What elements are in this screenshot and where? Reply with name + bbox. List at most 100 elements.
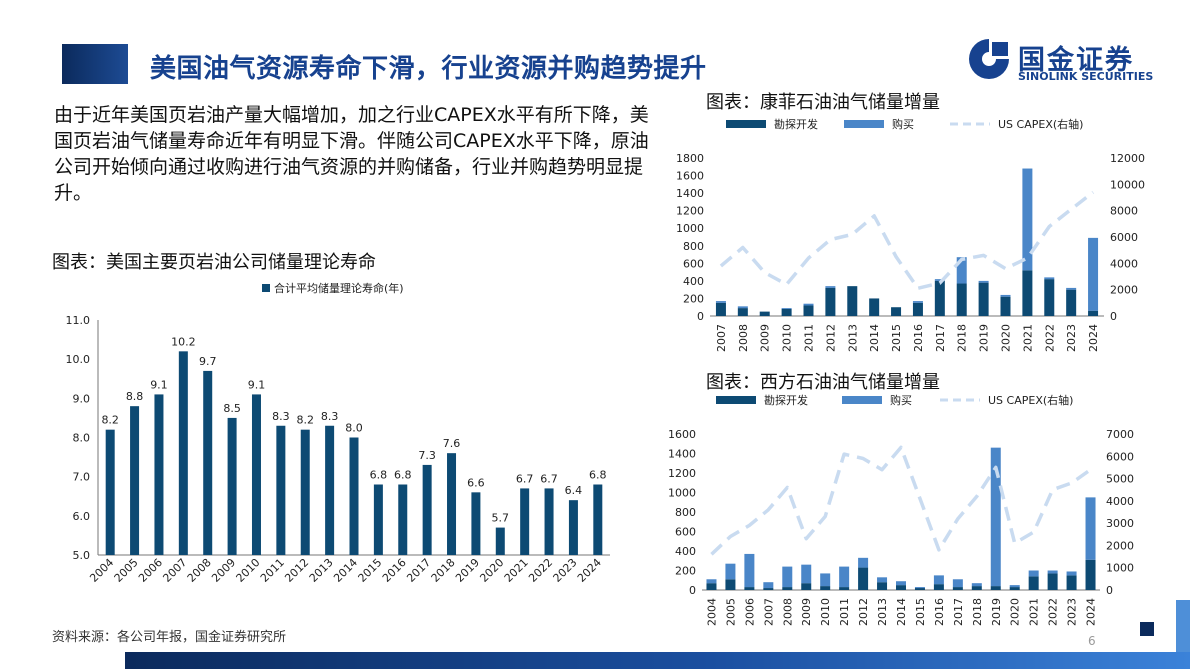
bar-purchase	[858, 557, 869, 568]
side-accent-bar	[1176, 600, 1190, 652]
chart-title-occidental: 图表：西方石油油气储量增量	[706, 372, 940, 393]
legend-label-capex: US CAPEX(右轴)	[998, 117, 1083, 131]
bar-purchase	[715, 301, 726, 303]
bar-exploration	[847, 286, 858, 316]
bar-exploration	[1022, 270, 1033, 316]
bar-exploration	[737, 308, 748, 316]
bar-purchase	[737, 306, 748, 309]
bar-exploration	[869, 298, 880, 316]
x-tick-label: 2023	[1065, 324, 1078, 352]
y2-tick-label: 3000	[1106, 517, 1134, 530]
occidental-reserve-chart: 勘探开发 购买 US CAPEX(右轴) 0 200 400 600 800 1000 1200 1…	[668, 393, 1134, 626]
y-tick-label: 1400	[668, 448, 696, 461]
y-tick-label: 1400	[676, 187, 704, 200]
legend-swatch-purchase	[844, 120, 884, 128]
x-tick-label: 2011	[838, 598, 851, 626]
y-tick-label: 10.0	[66, 353, 91, 366]
legend-swatch-reserve-life	[262, 284, 270, 292]
bar-purchase	[1066, 571, 1077, 576]
bar-exploration	[896, 585, 906, 590]
bar-reserve-life	[373, 484, 383, 555]
bar-exploration	[933, 584, 944, 590]
bar-reserve-life	[325, 425, 335, 555]
bar-exploration	[715, 302, 726, 316]
data-label: 8.5	[223, 402, 241, 415]
conocophillips-reserve-chart: 勘探开发 购买 US CAPEX(右轴) 0 200 400 600 800 1000 1200 1…	[676, 117, 1145, 352]
x-tick-label: 2013	[846, 324, 859, 352]
x-tick-label: 2012	[857, 598, 870, 626]
x-tick-label: 2008	[781, 598, 794, 626]
x-tick-label: 2024	[1085, 598, 1098, 626]
bar-purchase	[801, 564, 812, 584]
x-tick-label: 2018	[956, 324, 969, 352]
x-tick-label: 2004	[705, 598, 718, 626]
bar-purchase	[912, 301, 923, 303]
bar-exploration	[1000, 296, 1011, 316]
bar-purchase	[1085, 497, 1096, 560]
company-logo: 国金证券 SINOLINK SECURITIES	[966, 36, 1166, 86]
line-us-capex	[710, 445, 1092, 556]
x-tick-label: 2020	[477, 556, 506, 585]
y-tick-label: 1800	[676, 152, 704, 165]
bar-reserve-life	[568, 500, 578, 555]
chart-title-conocophillips: 图表：康菲石油油气储量增量	[706, 92, 940, 113]
logo-name-cn: 国金证券	[1018, 45, 1134, 76]
line-us-capex	[719, 190, 1095, 291]
legend-swatch-exploration	[726, 120, 766, 128]
x-tick-label: 2007	[160, 556, 189, 585]
data-label: 6.7	[540, 472, 558, 485]
x-tick-label: 2021	[1021, 324, 1034, 352]
x-tick-label: 2013	[876, 598, 889, 626]
y-tick-label: 1200	[668, 467, 696, 480]
bar-exploration	[1085, 559, 1096, 590]
bar-purchase	[782, 566, 793, 588]
bar-purchase	[706, 579, 717, 584]
bar-purchase	[763, 582, 774, 589]
x-tick-label: 2022	[1047, 598, 1060, 626]
x-tick-label: 2010	[781, 324, 794, 352]
bar-exploration	[934, 280, 945, 316]
x-tick-label: 2015	[890, 324, 903, 352]
x-tick-label: 2014	[895, 598, 908, 626]
x-tick-label: 2018	[429, 556, 458, 585]
data-label: 7.6	[443, 437, 461, 450]
bar-reserve-life	[447, 453, 457, 555]
x-tick-label: 2009	[759, 324, 772, 352]
y2-tick-label: 0	[1106, 584, 1113, 597]
bar-reserve-life	[105, 429, 115, 555]
bar-reserve-life	[130, 406, 140, 555]
page-number: 6	[1088, 634, 1096, 648]
y2-tick-label: 5000	[1106, 473, 1134, 486]
bar-purchase	[914, 587, 925, 589]
x-tick-label: 2019	[990, 598, 1003, 626]
bar-purchase	[744, 553, 755, 588]
bar-exploration	[759, 311, 770, 316]
y-tick-label: 6.0	[73, 510, 91, 523]
data-label: 8.3	[321, 410, 339, 423]
x-tick-label: 2024	[575, 556, 604, 585]
legend-label-exploration: 勘探开发	[774, 117, 818, 131]
bar-exploration	[990, 586, 1001, 590]
bar-exploration	[1088, 310, 1099, 316]
bar-purchase	[1000, 294, 1011, 297]
x-tick-label: 2012	[824, 324, 837, 352]
legend-label-reserve-life: 合计平均储量理论寿命(年)	[274, 281, 404, 295]
data-label: 10.2	[171, 335, 196, 348]
bar-reserve-life	[495, 527, 505, 555]
bar-reserve-life	[251, 394, 261, 555]
bar-exploration	[820, 586, 831, 590]
y-tick-label: 7.0	[73, 471, 91, 484]
bar-reserve-life	[422, 464, 432, 555]
y-tick-label: 800	[675, 506, 696, 519]
bar-reserve-life	[178, 351, 188, 555]
bar-reserve-life	[227, 417, 237, 555]
bar-purchase	[934, 279, 945, 281]
bar-reserve-life	[203, 370, 213, 555]
x-tick-label: 2006	[743, 598, 756, 626]
bar-purchase	[820, 573, 831, 587]
x-tick-label: 2014	[331, 556, 360, 585]
logo-name-en: SINOLINK SECURITIES	[1018, 70, 1154, 83]
bar-exploration	[801, 583, 812, 590]
data-label: 9.7	[199, 355, 217, 368]
x-tick-label: 2016	[912, 324, 925, 352]
